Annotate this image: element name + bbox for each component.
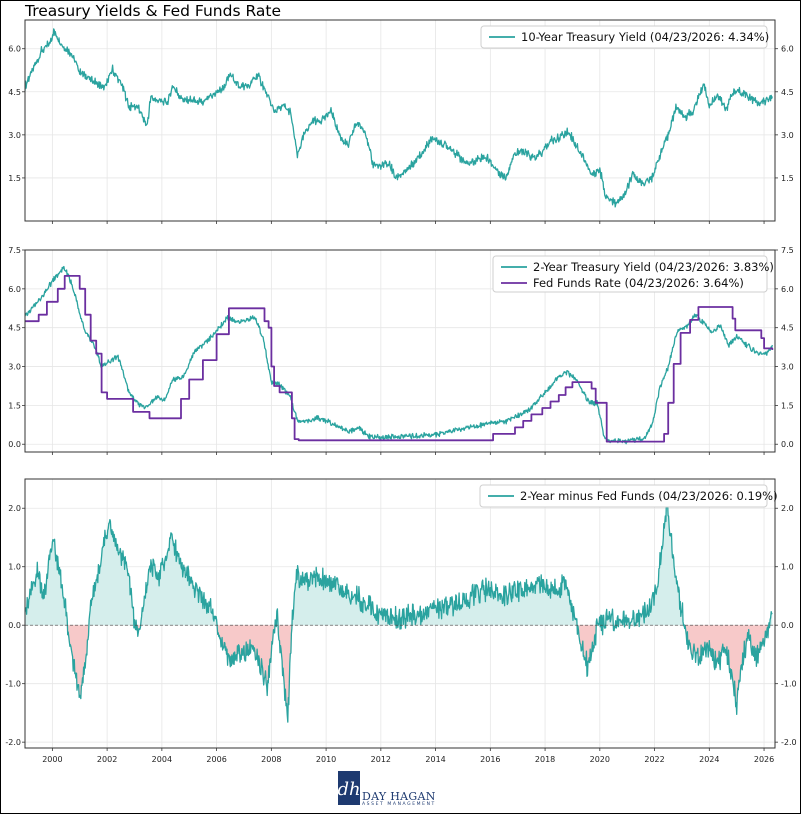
y-tick-label-left: 0.0: [8, 440, 21, 449]
y-tick-label-left: 1.5: [8, 401, 21, 410]
y-tick-label-right: 4.5: [781, 324, 794, 333]
series-line-fed-funds: [25, 275, 774, 443]
day-hagan-logo: dh DAY HAGAN ASSET MANAGEMENT: [338, 771, 448, 811]
y-tick-label-right: 0.0: [781, 440, 794, 449]
y-tick-label-right: 3.0: [781, 131, 794, 140]
panel-middle: 0.0 0.0 1.5 1.5 3.0 3.0 4.5 4.5 6.0 6.0 7.5 7.5 2-Ye…: [8, 246, 794, 455]
y-tick-label-right: -1.0: [781, 680, 797, 689]
plot-area: [25, 28, 773, 208]
legend-label: 10-Year Treasury Yield (04/23/2026: 4.34…: [521, 30, 769, 44]
y-tick-label-right: 1.5: [781, 401, 794, 410]
plot-area: [25, 499, 773, 723]
y-tick-label-right: 7.5: [781, 246, 794, 255]
legend-label: Fed Funds Rate (04/23/2026: 3.64%): [533, 276, 744, 290]
y-tick-label-right: -2.0: [781, 738, 797, 747]
y-tick-label-left: 3.0: [8, 363, 21, 372]
y-tick-label-left: 0.0: [8, 621, 21, 630]
legend-label: 2-Year minus Fed Funds (04/23/2026: 0.19…: [520, 489, 778, 503]
y-tick-label-right: 4.5: [781, 88, 794, 97]
x-tick-label: 2008: [261, 755, 281, 764]
series-line-teal: [25, 28, 773, 208]
y-tick-label-right: 1.0: [781, 563, 794, 572]
x-tick-label: 2016: [480, 755, 500, 764]
y-tick-label-right: 1.5: [781, 174, 794, 183]
x-tick-label: 2024: [699, 755, 719, 764]
panel-border: [24, 478, 776, 749]
y-tick-label-left: 2.0: [8, 504, 21, 513]
series-line-teal: [25, 499, 773, 723]
x-tick-label: 2026: [754, 755, 774, 764]
y-tick-label-left: 6.0: [8, 285, 21, 294]
panel-border: [24, 249, 776, 453]
panel-bottom: -2.0 -2.0 -1.0 -1.0 0.0 0.0 1.0 1.0 2.0 2.0 2000 20…: [5, 478, 797, 764]
y-tick-label-right: 3.0: [781, 363, 794, 372]
x-tick-label: 2018: [535, 755, 555, 764]
y-tick-label-left: -1.0: [5, 680, 21, 689]
page-title: Treasury Yields & Fed Funds Rate: [25, 2, 282, 20]
plot-area: [25, 265, 774, 445]
y-tick-label-right: 0.0: [781, 621, 794, 630]
legend-box: [492, 255, 768, 293]
series-line-teal: [25, 265, 773, 445]
legend-label: 2-Year Treasury Yield (04/23/2026: 3.83%…: [533, 260, 774, 274]
panel-top: 1.5 1.5 3.0 3.0 4.5 4.5 6.0 6.0 10-Year Treasury…: [8, 19, 794, 224]
panel-border: [24, 19, 776, 222]
y-tick-label-left: 1.0: [8, 563, 21, 572]
y-tick-label-left: -2.0: [5, 738, 21, 747]
logo-name: DAY HAGAN: [362, 790, 436, 803]
y-tick-label-left: 3.0: [8, 131, 21, 140]
y-tick-label-left: 7.5: [8, 246, 21, 255]
x-tick-label: 2000: [42, 755, 62, 764]
positive-fill-area: [25, 499, 773, 626]
x-tick-label: 2012: [371, 755, 391, 764]
x-tick-label: 2010: [316, 755, 336, 764]
legend-box: [480, 25, 768, 49]
logo-mark-icon: dh: [338, 771, 360, 805]
x-tick-label: 2002: [97, 755, 117, 764]
x-tick-label: 2014: [425, 755, 445, 764]
x-tick-label: 2020: [590, 755, 610, 764]
logo-subtitle: ASSET MANAGEMENT: [362, 802, 436, 807]
legend-box: [479, 484, 768, 508]
negative-fill-area: [25, 625, 773, 723]
y-tick-label-left: 6.0: [8, 45, 21, 54]
y-tick-label-left: 4.5: [8, 88, 21, 97]
y-tick-label-left: 1.5: [8, 174, 21, 183]
y-tick-label-right: 6.0: [781, 285, 794, 294]
y-tick-label-left: 4.5: [8, 324, 21, 333]
x-tick-label: 2006: [206, 755, 226, 764]
x-tick-label: 2022: [644, 755, 664, 764]
y-tick-label-right: 2.0: [781, 504, 794, 513]
x-tick-label: 2004: [152, 755, 172, 764]
y-tick-label-right: 6.0: [781, 45, 794, 54]
logo-mark-text: dh: [338, 779, 360, 800]
